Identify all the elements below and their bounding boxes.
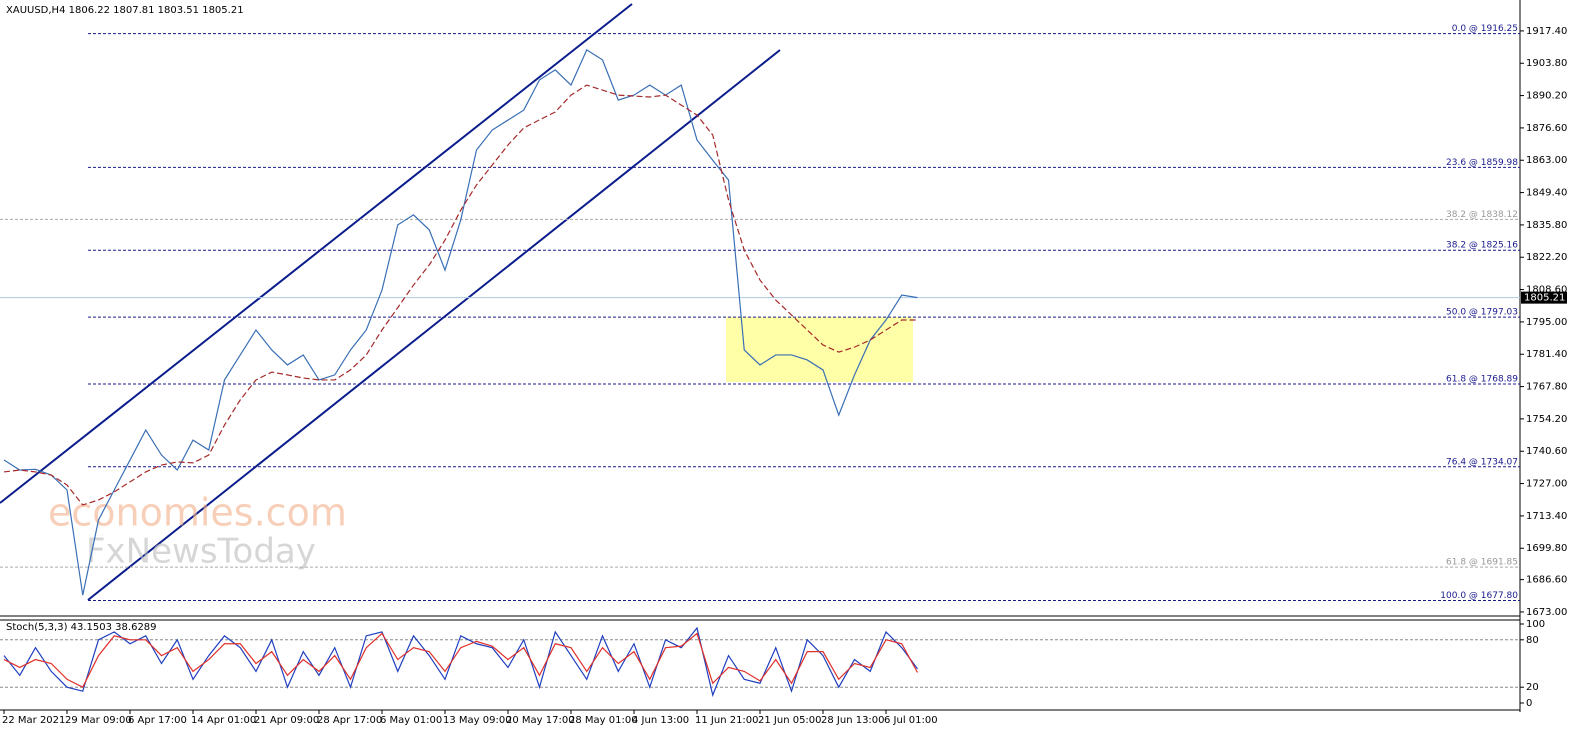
y-tick-label: 1822.20 (1526, 252, 1567, 263)
watermark: economies.com (48, 491, 347, 535)
y-tick-label: 1754.20 (1526, 414, 1567, 425)
x-tick-label: 14 Apr 01:00 (191, 715, 256, 726)
fib-label: 38.2 @ 1838.12 (1446, 210, 1518, 220)
y-tick-label: 1903.80 (1526, 58, 1567, 69)
y-tick-label: 1808.60 (1526, 285, 1567, 296)
fib-label: 76.4 @ 1734.07 (1446, 457, 1518, 467)
x-tick-label: 29 Mar 09:00 (65, 715, 132, 726)
y-tick-label: 1740.60 (1526, 446, 1567, 457)
y-tick-label: 100 (1526, 619, 1545, 630)
y-tick-label: 1876.60 (1526, 123, 1567, 134)
x-tick-label: 28 Apr 17:00 (317, 715, 382, 726)
y-tick-label: 1727.00 (1526, 479, 1567, 490)
y-tick-label: 1863.00 (1526, 155, 1567, 166)
y-tick-label: 1673.00 (1526, 607, 1567, 618)
series-line (3, 632, 919, 689)
fib-label: 0.0 @ 1916.25 (1452, 24, 1518, 34)
x-tick-label: 13 May 09:00 (443, 715, 512, 726)
x-tick-label: 11 Jun 21:00 (695, 715, 759, 726)
y-tick-label: 1835.80 (1526, 220, 1567, 231)
y-tick-label: 1686.60 (1526, 575, 1567, 586)
watermark: FxNewsToday (86, 532, 316, 572)
fib-label: 61.8 @ 1768.89 (1446, 374, 1518, 384)
y-tick-label: 80 (1526, 635, 1539, 646)
y-tick-label: 1849.40 (1526, 188, 1567, 199)
y-tick-label: 1795.00 (1526, 317, 1567, 328)
channel-line (87, 49, 781, 601)
fib-label: 38.2 @ 1825.16 (1446, 241, 1518, 251)
zone (726, 317, 913, 382)
x-tick-label: 20 May 17:00 (506, 715, 575, 726)
x-tick-label: 28 Jun 13:00 (821, 715, 885, 726)
series-line (3, 84, 918, 506)
y-tick-label: 1781.40 (1526, 349, 1567, 360)
fib-label: 61.8 @ 1691.85 (1446, 558, 1518, 568)
channel-line (0, 3, 633, 504)
x-tick-label: 4 Jun 13:00 (632, 715, 689, 726)
fib-label: 23.6 @ 1859.98 (1446, 158, 1518, 168)
x-tick-label: 22 Mar 2021 (2, 715, 65, 726)
fib-label: 50.0 @ 1797.03 (1446, 308, 1518, 318)
x-tick-label: 6 Jul 01:00 (884, 715, 938, 726)
x-tick-label: 21 Jun 05:00 (758, 715, 822, 726)
chart-header: XAUUSD,H4 1806.22 1807.81 1803.51 1805.2… (6, 5, 244, 16)
indicator-title: Stoch(5,3,3) 43.1503 38.6289 (6, 622, 157, 633)
price-box (1521, 291, 1567, 304)
x-tick-label: 21 Apr 09:00 (254, 715, 319, 726)
y-tick-label: 20 (1526, 682, 1539, 693)
y-tick-label: 1890.20 (1526, 91, 1567, 102)
current-price-label: 1805.21 (1524, 293, 1565, 304)
y-tick-label: 1713.40 (1526, 511, 1567, 522)
y-tick-label: 1767.80 (1526, 382, 1567, 393)
fib-label: 100.0 @ 1677.80 (1440, 591, 1518, 601)
x-tick-label: 6 May 01:00 (380, 715, 442, 726)
series-line (3, 49, 918, 596)
y-tick-label: 1917.40 (1526, 26, 1567, 37)
y-tick-label: 1699.80 (1526, 543, 1567, 554)
series-line (3, 626, 918, 698)
x-tick-label: 28 May 01:00 (569, 715, 638, 726)
x-tick-label: 6 Apr 17:00 (128, 715, 187, 726)
y-tick-label: 0 (1526, 698, 1532, 709)
